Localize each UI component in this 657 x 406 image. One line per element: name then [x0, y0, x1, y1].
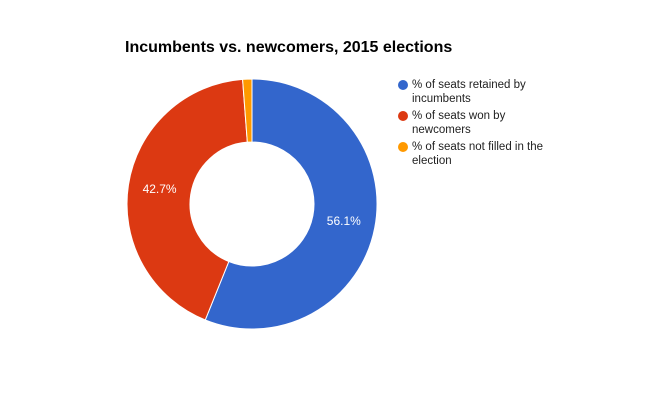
legend-label: % of seats not filled in the election — [412, 141, 544, 167]
chart-title: Incumbents vs. newcomers, 2015 elections — [125, 39, 452, 56]
slice — [242, 78, 253, 143]
slice — [204, 78, 378, 330]
slice — [126, 78, 248, 321]
legend-marker — [398, 111, 408, 121]
legend-marker — [398, 142, 408, 152]
legend-label: % of seats won by newcomers — [412, 110, 506, 136]
legend-label: % of seats retained by incumbents — [412, 79, 526, 105]
data-label: 56.1% — [327, 214, 361, 228]
data-label: 42.7% — [143, 182, 177, 196]
legend-marker — [398, 80, 408, 90]
